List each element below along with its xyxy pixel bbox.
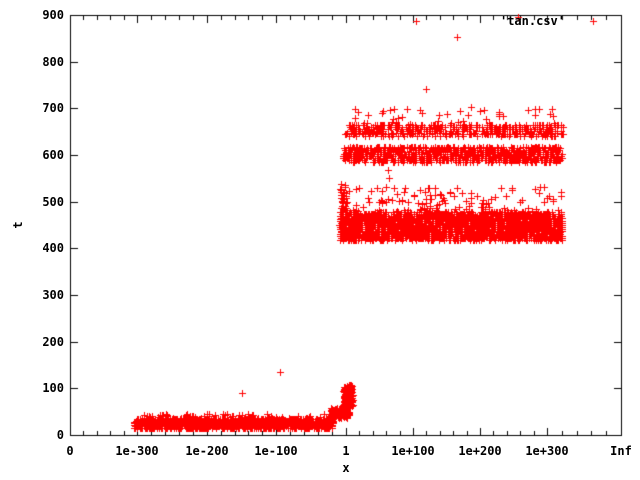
y-tick-label: 500 bbox=[42, 195, 64, 209]
y-tick-label: 800 bbox=[42, 55, 64, 69]
x-tick-label: 0 bbox=[66, 444, 74, 458]
y-tick-label: 900 bbox=[42, 8, 64, 22]
x-tick-label: 1e+300 bbox=[525, 444, 569, 458]
x-tick-label: 1e-100 bbox=[254, 444, 298, 458]
y-axis-title: t bbox=[11, 221, 25, 229]
x-tick-label: 1e-300 bbox=[115, 444, 159, 458]
y-tick-label: 0 bbox=[56, 428, 64, 442]
x-tick-label: 1e+200 bbox=[458, 444, 502, 458]
y-tick-label: 600 bbox=[42, 148, 64, 162]
y-tick-label: 100 bbox=[42, 381, 64, 395]
x-tick-label: 1e-200 bbox=[185, 444, 229, 458]
x-tick-label: Inf bbox=[610, 444, 632, 458]
y-tick-label: 700 bbox=[42, 101, 64, 115]
x-tick-label: 1e+100 bbox=[391, 444, 435, 458]
x-axis-title: x bbox=[342, 461, 350, 475]
x-tick-label: 1 bbox=[342, 444, 350, 458]
y-tick-label: 300 bbox=[42, 288, 64, 302]
y-tick-label: 200 bbox=[42, 335, 64, 349]
y-tick-label: 400 bbox=[42, 241, 64, 255]
legend-label: 'tan.csv' bbox=[499, 14, 565, 28]
